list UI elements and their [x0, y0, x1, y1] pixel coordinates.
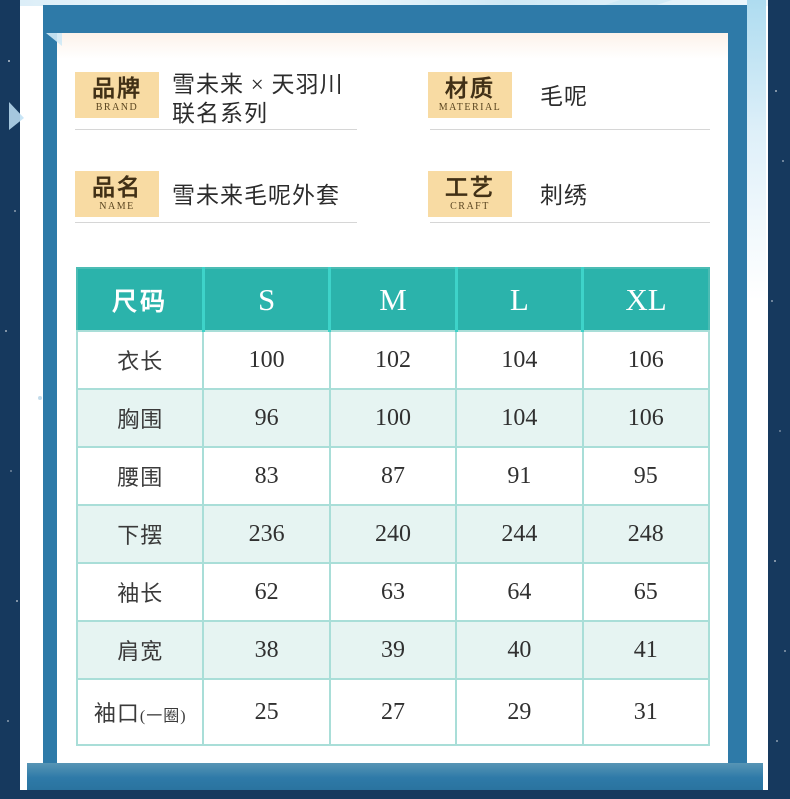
star-dot — [5, 330, 7, 332]
size-table-header-l: L — [454, 268, 583, 332]
top-decor-strip — [20, 0, 768, 6]
size-row-label: 肩宽 — [75, 620, 205, 680]
table-row-shoulder: 肩宽 38 39 40 41 — [75, 620, 711, 680]
star-dot — [784, 650, 786, 652]
size-row-label: 腰围 — [75, 446, 205, 506]
material-value: 毛呢 — [540, 84, 588, 109]
size-row-label: 袖口(一圈) — [75, 678, 205, 746]
size-cell: 87 — [328, 446, 458, 506]
size-cell: 39 — [328, 620, 458, 680]
table-row-cuff: 袖口(一圈) 25 27 29 31 — [75, 678, 711, 746]
table-row-waist: 腰围 83 87 91 95 — [75, 446, 711, 506]
material-badge-sublabel: MATERIAL — [438, 102, 502, 113]
size-cell: 83 — [202, 446, 331, 506]
product-name-badge: 品名 NAME — [75, 171, 159, 217]
size-cell: 106 — [581, 388, 711, 448]
size-cell: 236 — [202, 504, 331, 564]
star-dot — [16, 600, 18, 602]
size-cell: 29 — [455, 678, 584, 746]
brand-badge-sublabel: BRAND — [95, 102, 139, 113]
brand-value-line2: 联名系列 — [172, 101, 268, 126]
size-row-label-note: (一圈) — [139, 708, 187, 725]
star-dot — [771, 300, 773, 302]
size-row-label: 胸围 — [75, 388, 205, 448]
divider — [75, 222, 357, 223]
star-dot — [774, 560, 776, 562]
divider — [430, 222, 710, 223]
size-table-header-xl: XL — [581, 268, 709, 332]
size-table: 尺码 S M L XL 衣长 100 102 104 106 胸围 96 100… — [75, 267, 711, 746]
table-row-bust: 胸围 96 100 104 106 — [75, 388, 711, 448]
star-dot — [776, 740, 778, 742]
star-dot — [7, 720, 9, 722]
star-dot — [14, 210, 16, 212]
size-cell: 248 — [581, 504, 711, 564]
size-cell: 244 — [455, 504, 584, 564]
size-row-label: 下摆 — [75, 504, 205, 564]
size-cell: 64 — [455, 562, 584, 622]
size-row-label-main: 袖口 — [93, 701, 140, 726]
size-row-label: 袖长 — [75, 562, 205, 622]
table-row-garment-length: 衣长 100 102 104 106 — [75, 330, 711, 390]
star-dot — [779, 430, 781, 432]
divider — [75, 129, 357, 130]
star-dot — [775, 90, 777, 92]
star-dot — [8, 60, 10, 62]
size-cell: 95 — [581, 446, 711, 506]
size-cell: 27 — [328, 678, 458, 746]
size-cell: 38 — [202, 620, 331, 680]
star-dot — [38, 396, 42, 400]
table-row-hem: 下摆 236 240 244 248 — [75, 504, 711, 564]
star-dot — [10, 470, 12, 472]
material-badge-label: 材质 — [445, 76, 495, 101]
size-cell: 31 — [581, 678, 711, 746]
size-cell: 62 — [202, 562, 331, 622]
size-table-header-m: M — [328, 268, 457, 332]
size-cell: 41 — [581, 620, 711, 680]
craft-badge-sublabel: CRAFT — [450, 201, 490, 212]
craft-value: 刺绣 — [540, 183, 588, 208]
size-cell: 96 — [202, 388, 331, 448]
brand-value-line1: 雪未来 × 天羽川 — [172, 72, 344, 97]
size-cell: 91 — [455, 446, 584, 506]
size-table-header-row: 尺码 S M L XL — [77, 268, 709, 332]
bottom-blue-band — [27, 763, 763, 790]
size-cell: 240 — [328, 504, 458, 564]
size-cell: 40 — [455, 620, 584, 680]
brand-value: 雪未来 × 天羽川 联名系列 — [172, 70, 343, 128]
brand-badge: 品牌 BRAND — [75, 72, 159, 118]
size-cell: 65 — [581, 562, 711, 622]
size-cell: 100 — [328, 388, 458, 448]
size-cell: 25 — [202, 678, 331, 746]
product-name-badge-sublabel: NAME — [99, 201, 135, 212]
size-cell: 102 — [328, 330, 458, 390]
size-table-header-size: 尺码 — [77, 268, 204, 332]
size-cell: 106 — [581, 330, 711, 390]
size-cell: 104 — [455, 388, 584, 448]
divider — [430, 129, 710, 130]
size-row-label: 衣长 — [75, 330, 205, 390]
triangle-decor — [46, 33, 62, 46]
size-cell: 104 — [455, 330, 584, 390]
product-name-badge-label: 品名 — [92, 175, 142, 200]
size-table-header-s: S — [201, 268, 330, 332]
craft-badge-label: 工艺 — [445, 175, 495, 200]
craft-badge: 工艺 CRAFT — [428, 171, 512, 217]
table-row-sleeve-length: 袖长 62 63 64 65 — [75, 562, 711, 622]
size-cell: 63 — [328, 562, 458, 622]
material-badge: 材质 MATERIAL — [428, 72, 512, 118]
brand-badge-label: 品牌 — [92, 76, 142, 101]
star-dot — [782, 160, 784, 162]
ice-gradient-decor — [747, 0, 766, 300]
size-cell: 100 — [202, 330, 331, 390]
triangle-decor — [9, 102, 24, 130]
product-name-value: 雪未来毛呢外套 — [172, 183, 340, 208]
